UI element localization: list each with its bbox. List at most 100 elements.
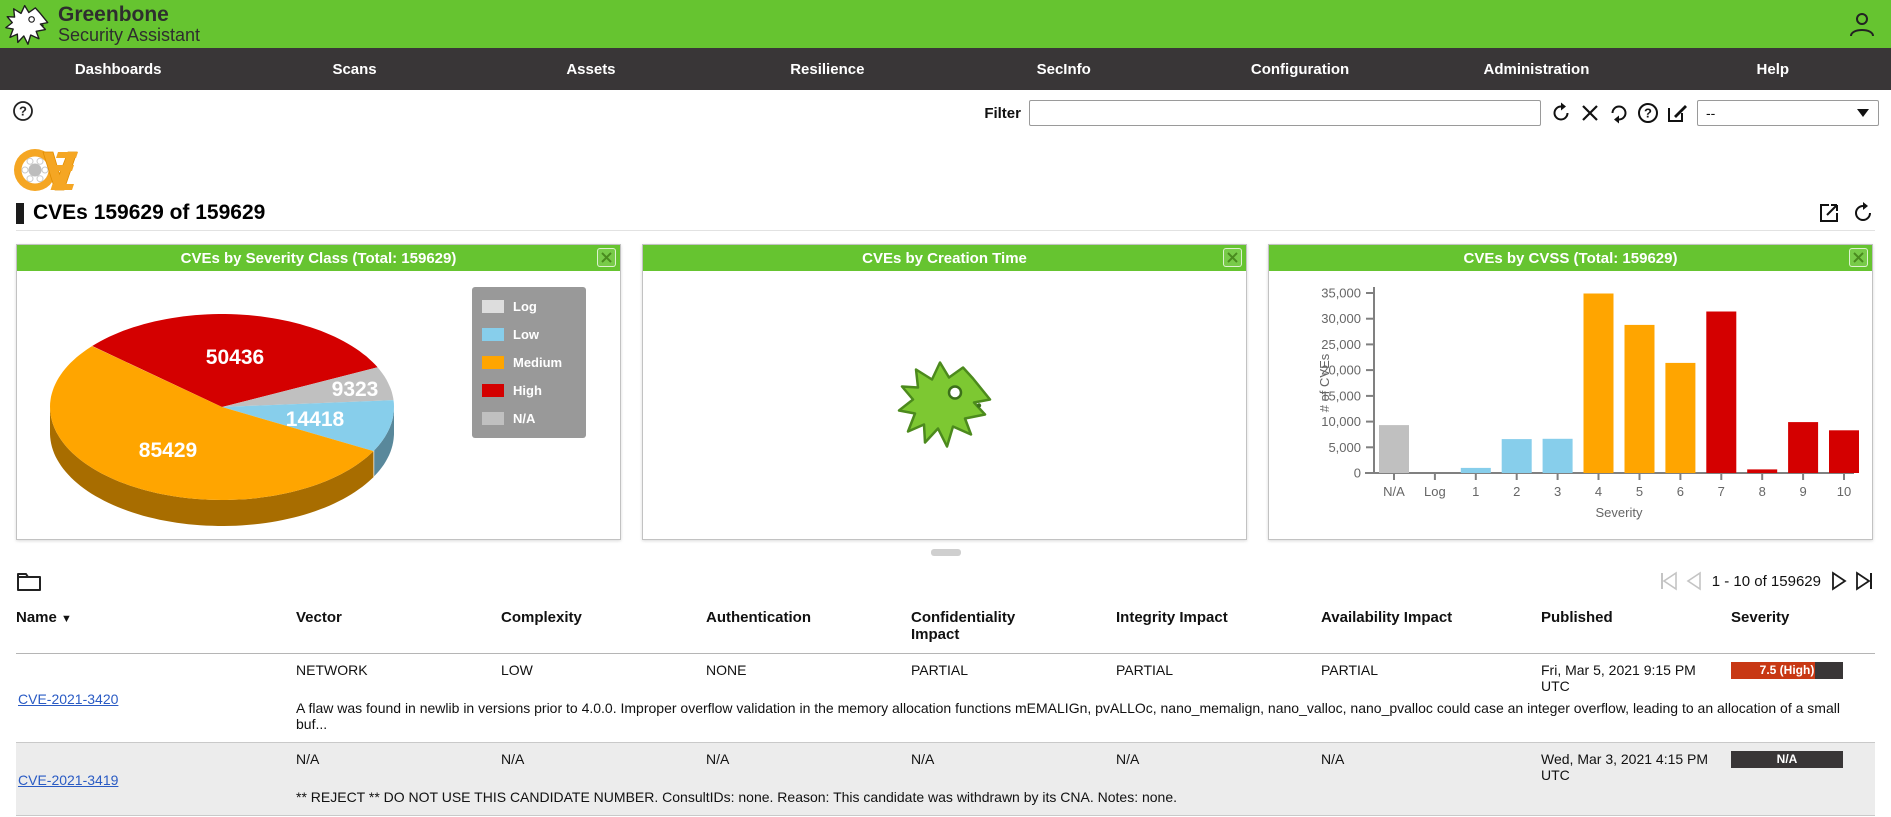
top-bar: Greenbone Security Assistant xyxy=(0,0,1891,48)
cve-link[interactable]: CVE-2021-3419 xyxy=(18,772,119,788)
svg-text:2: 2 xyxy=(1513,484,1520,499)
column-header-complexity[interactable]: Complexity xyxy=(501,609,582,626)
legend-swatch-na xyxy=(482,412,504,425)
severity-badge: N/A xyxy=(1731,751,1843,768)
severity-cell: N/A xyxy=(1731,743,1875,790)
nav-assets[interactable]: Assets xyxy=(566,60,616,78)
svg-text:0: 0 xyxy=(1354,466,1361,481)
cve-table: Name ▼ Vector Complexity Authentication … xyxy=(16,600,1875,816)
previous-page-icon[interactable] xyxy=(1684,571,1704,591)
reset-filter-icon[interactable] xyxy=(1607,101,1631,125)
edit-filter-icon[interactable] xyxy=(1665,101,1689,125)
legend-label-high: High xyxy=(513,383,542,398)
svg-text:4: 4 xyxy=(1595,484,1602,499)
svg-text:5,000: 5,000 xyxy=(1328,440,1361,455)
column-header-vector[interactable]: Vector xyxy=(296,609,342,626)
page-help-icon[interactable]: ? xyxy=(12,100,34,127)
creation-time-loading xyxy=(643,271,1246,539)
svg-text:Severity: Severity xyxy=(1596,505,1643,520)
svg-text:85429: 85429 xyxy=(139,439,197,462)
legend-swatch-low xyxy=(482,328,504,341)
nav-scans[interactable]: Scans xyxy=(332,60,377,78)
authentication-cell: N/A xyxy=(706,751,730,767)
greenbone-dragon-logo[interactable] xyxy=(4,1,50,47)
legend-swatch-log xyxy=(482,300,504,313)
table-row: CVE-2021-3419 N/A N/A N/A N/A N/A N/A We… xyxy=(16,743,1875,790)
filter-toolbar: ? Filter ? -- xyxy=(0,90,1891,136)
nav-help[interactable]: Help xyxy=(1756,60,1790,78)
export-page-icon[interactable] xyxy=(1817,201,1841,225)
column-header-name[interactable]: Name ▼ xyxy=(16,609,72,626)
next-page-icon[interactable] xyxy=(1829,571,1849,591)
cve-description: ** REJECT ** DO NOT USE THIS CANDIDATE N… xyxy=(296,789,1178,805)
svg-text:14418: 14418 xyxy=(286,408,345,431)
column-header-authentication[interactable]: Authentication xyxy=(706,609,811,626)
first-page-icon[interactable] xyxy=(1658,571,1680,591)
table-row-group: CVE-2021-3419 N/A N/A N/A N/A N/A N/A We… xyxy=(16,742,1875,816)
panel-cvss: CVEs by CVSS (Total: 159629) 0 5,000 10,00… xyxy=(1268,244,1873,540)
cve-link[interactable]: CVE-2021-3420 xyxy=(18,691,119,707)
nav-secinfo[interactable]: SecInfo xyxy=(1036,60,1091,78)
panel-creation-time-header[interactable]: CVEs by Creation Time xyxy=(643,245,1246,271)
brand-text: Greenbone Security Assistant xyxy=(58,4,200,44)
integrity-impact-cell: N/A xyxy=(1116,751,1140,767)
last-page-icon[interactable] xyxy=(1853,571,1875,591)
dashboard-resize-handle[interactable] xyxy=(930,549,961,556)
nav-dashboards[interactable]: Dashboards xyxy=(74,60,162,78)
sort-descending-icon: ▼ xyxy=(61,613,72,625)
page-title: CVEs 159629 of 159629 xyxy=(33,201,266,224)
authentication-cell: NONE xyxy=(706,662,747,678)
svg-text:25,000: 25,000 xyxy=(1321,337,1361,352)
table-description-row: A flaw was found in newlib in versions p… xyxy=(16,700,1875,743)
title-divider xyxy=(16,230,1875,231)
folder-icon[interactable] xyxy=(16,568,42,594)
update-filter-icon[interactable] xyxy=(1549,101,1573,125)
complexity-cell: LOW xyxy=(501,662,533,678)
filter-help-icon[interactable]: ? xyxy=(1636,101,1660,125)
panel-cvss-header[interactable]: CVEs by CVSS (Total: 159629) xyxy=(1269,245,1872,271)
availability-impact-cell: PARTIAL xyxy=(1321,662,1379,678)
legend-label-medium: Medium xyxy=(513,355,563,370)
svg-text:3: 3 xyxy=(1554,484,1561,499)
complexity-cell: N/A xyxy=(501,751,525,767)
severity-cell: 7.5 (High) xyxy=(1731,654,1875,701)
filter-preset-select[interactable]: -- xyxy=(1697,100,1879,126)
column-header-published[interactable]: Published xyxy=(1541,609,1613,626)
brand-line1: Greenbone xyxy=(58,3,169,27)
close-icon[interactable] xyxy=(1223,248,1242,267)
nav-administration[interactable]: Administration xyxy=(1483,60,1590,78)
svg-text:35,000: 35,000 xyxy=(1321,286,1361,301)
column-header-severity[interactable]: Severity xyxy=(1731,609,1790,626)
svg-text:9: 9 xyxy=(1799,484,1806,499)
table-row: CVE-2021-3420 NETWORK LOW NONE PARTIAL P… xyxy=(16,654,1875,707)
close-icon[interactable] xyxy=(597,248,616,267)
panel-title: CVEs by Severity Class (Total: 159629) xyxy=(180,249,457,267)
severity-fill xyxy=(1731,662,1815,679)
column-header-integrity-impact[interactable]: Integrity Impact xyxy=(1116,609,1228,626)
column-header-confidentiality-impact[interactable]: Confidentiality Impact xyxy=(911,609,1016,643)
user-menu-icon[interactable] xyxy=(1847,9,1877,39)
chart-legend: Log Low Medium High N/A xyxy=(472,287,586,438)
table-description-row: ** REJECT ** DO NOT USE THIS CANDIDATE N… xyxy=(16,789,1875,816)
severity-label: N/A xyxy=(1776,752,1798,766)
cvss-bar-chart: 0 5,000 10,000 15,000 20,000 25,000 30,000 35,0… xyxy=(1269,271,1872,539)
panel-severity-class-header[interactable]: CVEs by Severity Class (Total: 159629) xyxy=(17,245,620,271)
legend-swatch-medium xyxy=(482,356,504,369)
svg-text:?: ? xyxy=(1644,106,1652,121)
legend-label-log: Log xyxy=(513,299,537,314)
delete-filter-icon[interactable] xyxy=(1578,101,1602,125)
availability-impact-cell: N/A xyxy=(1321,751,1345,767)
nav-configuration[interactable]: Configuration xyxy=(1250,60,1350,78)
column-header-availability-impact[interactable]: Availability Impact xyxy=(1321,609,1453,626)
svg-text:20,000: 20,000 xyxy=(1321,363,1361,378)
svg-text:50436: 50436 xyxy=(206,346,264,369)
filter-input[interactable] xyxy=(1029,100,1541,126)
dashboard-row: CVEs by Severity Class (Total: 159629) 5… xyxy=(16,244,1875,540)
page-title-row: CVEs 159629 of 159629 xyxy=(16,201,1875,225)
refresh-page-icon[interactable] xyxy=(1851,201,1875,225)
pagination: 1 - 10 of 159629 xyxy=(1658,571,1875,591)
nav-resilience[interactable]: Resilience xyxy=(790,60,865,78)
close-icon[interactable] xyxy=(1849,248,1868,267)
bar-chart-svg: 0 5,000 10,000 15,000 20,000 25,000 30,000 35,0… xyxy=(1317,286,1859,520)
filter-preset-value: -- xyxy=(1706,105,1716,121)
